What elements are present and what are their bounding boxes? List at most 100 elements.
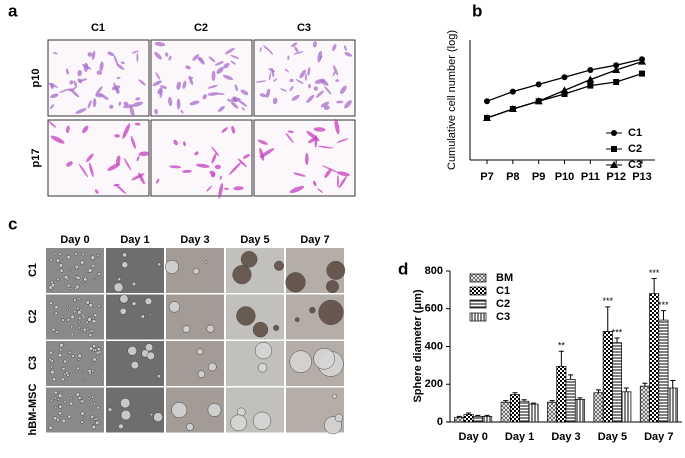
- marker: [561, 91, 568, 97]
- cell: [189, 100, 200, 106]
- cell: [176, 81, 182, 90]
- cell: [50, 135, 65, 144]
- sphere: [273, 260, 284, 271]
- cell: [176, 98, 181, 110]
- cell: [291, 94, 300, 101]
- legend-label: C3: [496, 311, 510, 323]
- sphere: [273, 324, 280, 331]
- sphere: [54, 305, 59, 310]
- x-tick-label: P10: [555, 171, 575, 183]
- cell: [214, 164, 221, 170]
- sphere: [93, 277, 96, 281]
- cell: [87, 52, 93, 57]
- cell: [96, 70, 103, 75]
- cell: [65, 68, 69, 75]
- marker: [611, 130, 617, 136]
- sphere: [75, 392, 80, 397]
- bar: [500, 401, 511, 423]
- legend-label: BM: [496, 272, 513, 284]
- sphere: [120, 397, 131, 409]
- column-label: C2: [194, 22, 208, 34]
- sphere: [131, 301, 137, 306]
- cell: [320, 101, 330, 108]
- cell: [87, 100, 92, 109]
- sphere: [55, 330, 59, 334]
- marker: [508, 105, 517, 112]
- error-bar: [521, 399, 527, 402]
- cell: [208, 56, 216, 63]
- row-label: C3: [27, 356, 39, 370]
- y-tick-label: 200: [425, 378, 443, 390]
- sphere: [77, 310, 82, 315]
- cell: [317, 50, 323, 63]
- cell: [214, 61, 224, 66]
- micrograph: [150, 119, 253, 197]
- sphere: [257, 362, 268, 373]
- cell: [207, 84, 218, 89]
- cell: [312, 180, 317, 187]
- cell: [308, 83, 311, 89]
- x-tick-label: P9: [532, 171, 545, 183]
- sphere: [70, 332, 74, 337]
- sphere: [207, 403, 222, 417]
- bar: [565, 379, 576, 423]
- cell: [265, 88, 271, 98]
- cell: [202, 94, 207, 100]
- sphere: [54, 311, 58, 316]
- sphere: [53, 252, 57, 256]
- sphere: [83, 377, 86, 381]
- micrograph: [226, 341, 284, 386]
- cell: [293, 172, 306, 177]
- sphere: [59, 390, 63, 394]
- sphere: [88, 346, 94, 351]
- cell: [285, 132, 294, 144]
- cell: [109, 104, 114, 109]
- cell: [113, 183, 120, 187]
- sphere: [232, 265, 252, 285]
- micrograph: [46, 248, 104, 293]
- sphere: [69, 286, 73, 290]
- x-tick-label: P11: [581, 171, 600, 183]
- sphere: [332, 393, 337, 399]
- x-tick-label: P12: [606, 171, 626, 183]
- cell: [50, 93, 59, 99]
- sphere: [91, 369, 95, 373]
- sphere: [88, 303, 93, 308]
- cell: [223, 62, 230, 69]
- sphere: [82, 315, 86, 319]
- sphere: [54, 405, 58, 409]
- cell: [332, 44, 337, 52]
- error-bar: [577, 397, 583, 400]
- cell: [306, 130, 320, 142]
- cell: [99, 61, 104, 72]
- sphere: [182, 325, 191, 333]
- y-tick-label: 800: [425, 265, 443, 277]
- x-tick-label: P8: [506, 171, 519, 183]
- cell: [218, 182, 224, 199]
- sphere: [119, 294, 129, 304]
- sphere: [164, 259, 179, 274]
- sphere: [55, 258, 61, 263]
- sphere: [63, 400, 67, 404]
- cell: [188, 75, 194, 86]
- cell: [69, 80, 74, 85]
- bar: [639, 385, 650, 423]
- cell: [334, 118, 340, 135]
- sphere: [78, 326, 82, 330]
- sphere: [153, 412, 163, 423]
- cell: [219, 175, 223, 180]
- cell: [159, 88, 163, 98]
- row-label: C2: [27, 309, 39, 323]
- sphere: [66, 283, 71, 288]
- sphere: [78, 316, 82, 321]
- legend-label: C2: [628, 143, 642, 155]
- cell: [206, 185, 212, 192]
- y-tick-label: 600: [425, 303, 443, 315]
- sphere: [149, 412, 154, 417]
- micrograph: [106, 387, 164, 433]
- significance: ***: [612, 327, 623, 337]
- marker: [534, 97, 543, 105]
- marker: [587, 67, 594, 73]
- cell: [344, 52, 353, 57]
- cell: [336, 174, 339, 188]
